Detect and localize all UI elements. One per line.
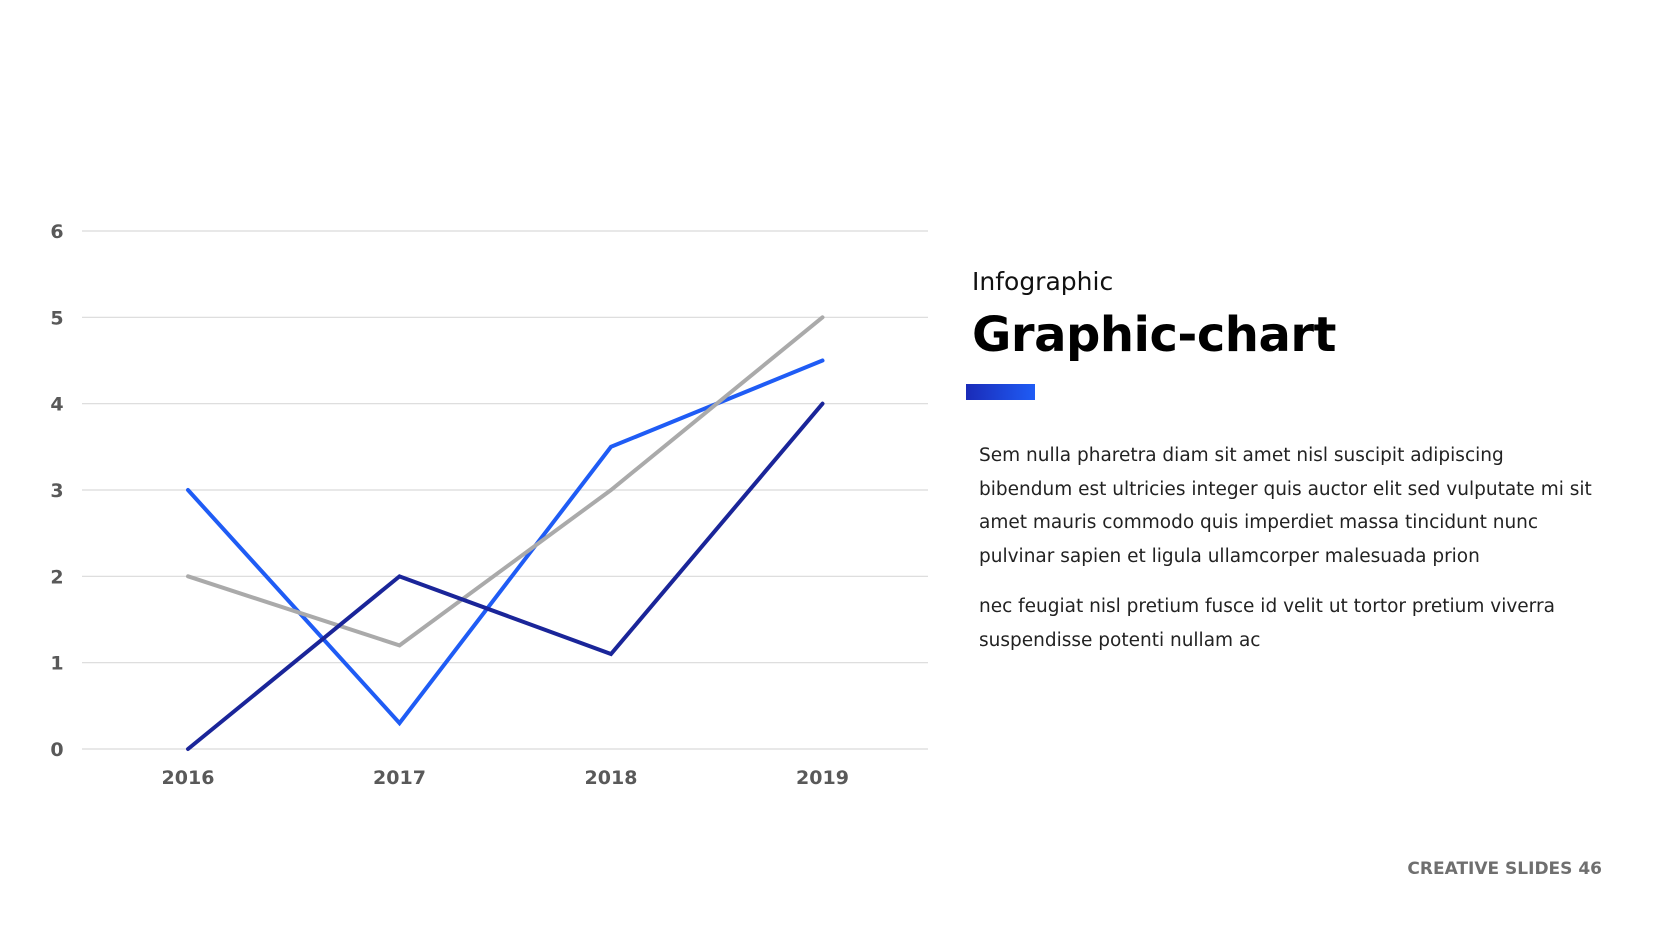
body-paragraph-1: Sem nulla pharetra diam sit amet nisl su…	[979, 445, 1592, 567]
series-line-3	[186, 401, 825, 751]
y-axis-labels: 0 1 2 3 4 5 6	[50, 221, 63, 761]
x-tick-label: 2019	[796, 767, 849, 789]
y-tick-label: 1	[50, 653, 63, 675]
footer-label: CREATIVE SLIDES 46	[1407, 859, 1602, 879]
body-paragraph-2: nec feugiat nisl pretium fusce id velit …	[979, 596, 1555, 651]
slide-title: Graphic-chart	[972, 307, 1336, 363]
x-axis-labels: 2016 2017 2018 2019	[162, 767, 849, 789]
slide-kicker: Infographic	[972, 267, 1114, 296]
x-tick-label: 2016	[162, 767, 215, 789]
x-tick-label: 2018	[585, 767, 638, 789]
y-tick-label: 6	[50, 221, 63, 243]
title-accent-bar	[966, 384, 1035, 400]
chart-grid	[82, 230, 928, 750]
text-panel: Infographic Graphic-chart Sem nulla phar…	[966, 0, 1612, 945]
chart-series	[186, 315, 825, 751]
y-tick-label: 5	[50, 307, 63, 329]
series-line-2	[186, 315, 825, 648]
series-line-1	[186, 358, 825, 727]
y-tick-label: 0	[50, 739, 63, 761]
y-tick-label: 3	[50, 480, 63, 502]
line-chart: 0 1 2 3 4 5 6 2016 2017 2018 2019	[50, 221, 928, 789]
y-tick-label: 4	[50, 394, 63, 416]
y-tick-label: 2	[50, 566, 63, 588]
x-tick-label: 2017	[373, 767, 426, 789]
